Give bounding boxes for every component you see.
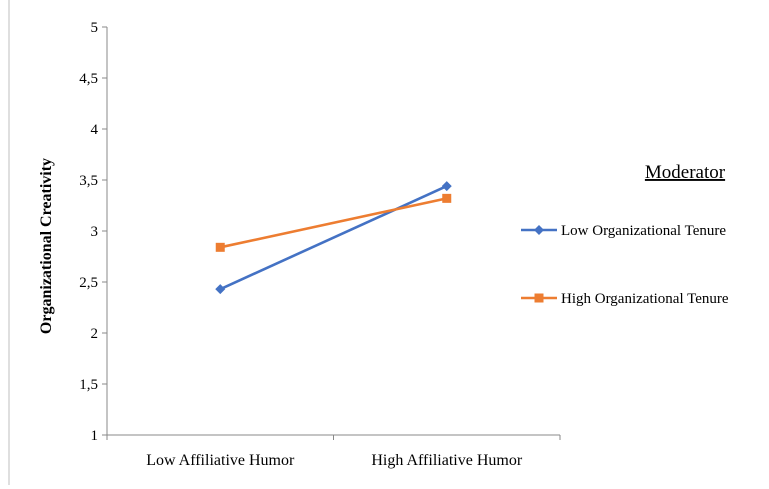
y-tick-label: 3: [91, 224, 99, 240]
y-axis-title: Organizational Creativity: [38, 158, 55, 334]
data-point: [215, 242, 225, 252]
series-layer: [215, 181, 452, 295]
legend-label: Low Organizational Tenure: [561, 223, 726, 239]
data-point: [215, 284, 226, 295]
legend-items: Low Organizational Tenure High Organizati…: [521, 223, 729, 307]
x-category-labels: Low Affiliative Humor High Affiliative Hu…: [106, 435, 561, 469]
x-category-label: High Affiliative Humor: [371, 452, 522, 469]
y-tick-label: 1,5: [79, 377, 98, 393]
series-2: [215, 193, 452, 252]
data-point: [442, 193, 452, 203]
series-line: [219, 184, 448, 291]
y-tick-label: 2: [91, 326, 99, 342]
y-tick-labels: 1 1,5 2 2,5 3 3,5 4 4,5 5: [79, 20, 107, 444]
y-tick-label: 4,5: [79, 71, 98, 87]
y-tick-label: 2,5: [79, 275, 98, 291]
y-tick-label: 3,5: [79, 173, 98, 189]
y-tick-label: 5: [91, 20, 99, 36]
legend-item: High Organizational Tenure: [521, 291, 729, 307]
legend-marker: [534, 225, 544, 235]
legend: Moderator Low Organizational Tenure High …: [521, 162, 729, 307]
legend-marker: [534, 293, 544, 303]
series-1: [215, 181, 452, 295]
y-tick-label: 1: [91, 428, 99, 444]
legend-title: Moderator: [645, 162, 726, 183]
x-category-label: Low Affiliative Humor: [146, 452, 295, 469]
legend-item: Low Organizational Tenure: [521, 223, 726, 239]
legend-label: High Organizational Tenure: [561, 291, 729, 307]
data-point: [441, 181, 452, 192]
series-line: [219, 197, 448, 249]
y-tick-label: 4: [91, 122, 99, 138]
